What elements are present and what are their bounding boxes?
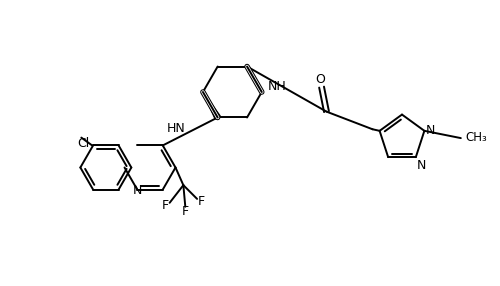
Text: HN: HN xyxy=(167,122,186,135)
Text: F: F xyxy=(198,195,204,208)
Text: NH: NH xyxy=(268,80,286,93)
Polygon shape xyxy=(203,92,220,119)
Text: N: N xyxy=(417,159,426,172)
Text: Cl: Cl xyxy=(77,137,89,150)
Text: O: O xyxy=(316,73,326,86)
Text: F: F xyxy=(162,199,170,212)
Text: N: N xyxy=(426,124,434,137)
Text: CH₃: CH₃ xyxy=(466,131,487,144)
Text: F: F xyxy=(182,205,189,218)
Text: N: N xyxy=(132,184,142,197)
